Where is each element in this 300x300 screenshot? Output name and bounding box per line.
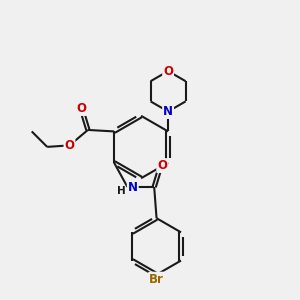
Text: Br: Br	[149, 273, 164, 286]
Text: O: O	[157, 159, 167, 172]
Text: H: H	[117, 186, 126, 196]
Text: N: N	[128, 181, 138, 194]
Text: O: O	[163, 64, 173, 78]
Text: O: O	[64, 139, 74, 152]
Text: N: N	[163, 105, 173, 118]
Text: O: O	[76, 102, 86, 115]
